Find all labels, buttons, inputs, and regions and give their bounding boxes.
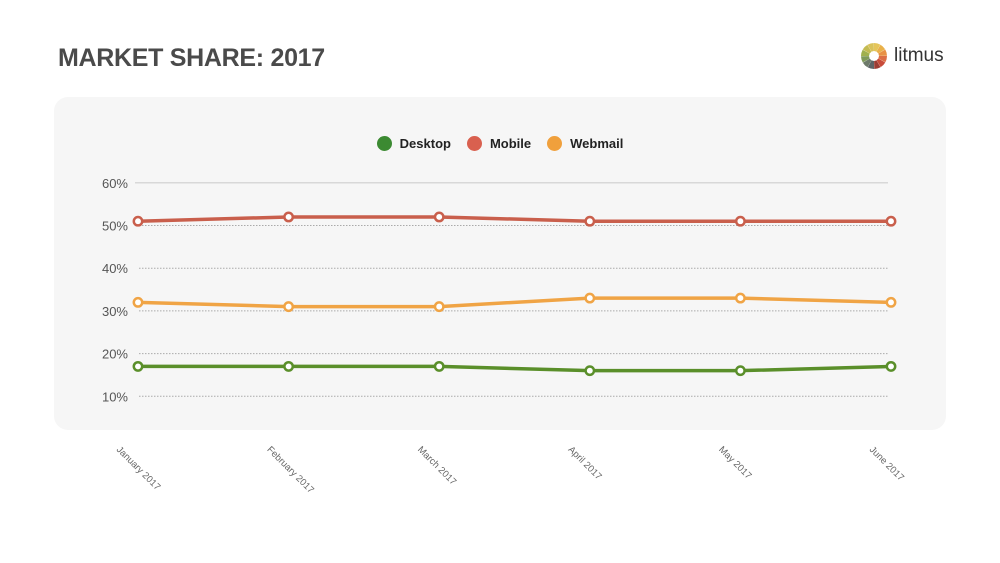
wheel-segment — [874, 43, 881, 52]
wheel-segment — [878, 49, 887, 56]
data-point-webmail — [132, 296, 144, 308]
litmus-logo: litmus — [860, 42, 944, 70]
data-point-webmail — [885, 296, 897, 308]
wheel-segment — [861, 49, 870, 56]
data-point-webmail — [283, 301, 295, 313]
data-point-mobile — [734, 215, 746, 227]
y-tick-label: 50% — [102, 219, 128, 234]
data-point-webmail — [734, 292, 746, 304]
wheel-segment — [878, 56, 887, 63]
logo-text: litmus — [894, 45, 944, 66]
x-tick-label: February 2017 — [264, 444, 315, 495]
data-point-mobile — [283, 211, 295, 223]
wheel-segment — [867, 60, 874, 69]
wheel-segment — [862, 44, 872, 54]
series-line-webmail — [137, 296, 892, 309]
legend-label: Desktop — [399, 136, 451, 151]
data-point-desktop — [132, 360, 144, 372]
chart-card — [54, 97, 946, 430]
data-point-mobile — [584, 215, 596, 227]
data-point-mobile — [132, 215, 144, 227]
series-line-mobile — [137, 215, 891, 223]
litmus-wheel-icon — [861, 43, 887, 69]
data-point-desktop — [283, 360, 295, 372]
y-tick-label: 60% — [102, 176, 128, 191]
y-tick-label: 30% — [102, 304, 128, 319]
x-tick-label: April 2017 — [566, 444, 604, 482]
y-tick-label: 40% — [102, 261, 128, 276]
legend-label: Mobile — [489, 136, 532, 151]
x-tick-label: January 2017 — [114, 444, 162, 492]
wheel-segment — [862, 58, 872, 68]
data-point-desktop — [584, 365, 596, 377]
wheel-segment — [874, 60, 881, 69]
legend-label: Webmail — [570, 136, 624, 151]
legend: Desktop Mobile Webmail — [0, 136, 1000, 151]
legend-dot-icon — [547, 136, 563, 151]
wheel-segment — [861, 56, 870, 63]
legend-item-desktop[interactable]: Desktop — [376, 136, 451, 151]
wheel-segment — [867, 43, 874, 52]
data-point-desktop — [885, 360, 897, 372]
data-point-desktop — [734, 365, 746, 377]
data-point-webmail — [584, 292, 596, 304]
x-tick-label: June 2017 — [867, 444, 906, 483]
legend-item-webmail[interactable]: Webmail — [547, 136, 623, 151]
data-point-desktop — [433, 360, 445, 372]
page-title: MARKET SHARE: 2017 — [58, 44, 325, 72]
wheel-segment — [876, 58, 886, 68]
data-point-webmail — [433, 301, 445, 313]
data-point-mobile — [885, 215, 897, 227]
data-point-mobile — [433, 211, 445, 223]
wheel-segment — [876, 44, 886, 54]
series-line-desktop — [138, 364, 892, 373]
y-tick-label: 10% — [102, 389, 128, 404]
x-tick-label: May 2017 — [716, 444, 753, 481]
legend-dot-icon — [376, 136, 392, 151]
y-tick-label: 20% — [102, 347, 128, 362]
legend-item-mobile[interactable]: Mobile — [466, 136, 532, 151]
x-tick-label: March 2017 — [415, 444, 458, 487]
legend-dot-icon — [466, 136, 482, 151]
